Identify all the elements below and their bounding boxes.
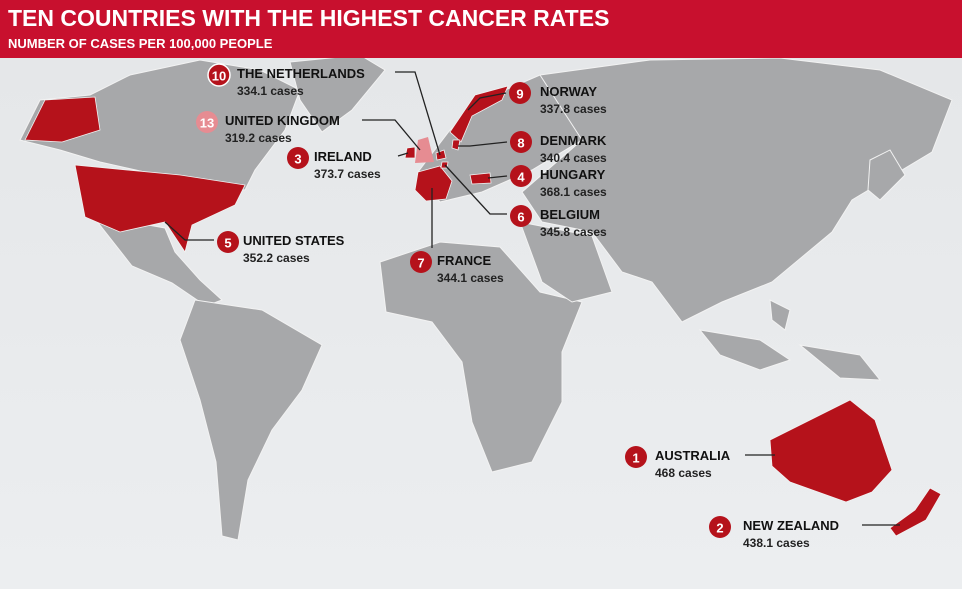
case-count: 319.2 cases: [225, 131, 292, 145]
case-count: 373.7 cases: [314, 167, 381, 181]
rank-number: 2: [716, 521, 723, 536]
country-name: BELGIUM: [540, 207, 600, 222]
country-name: NORWAY: [540, 84, 597, 99]
country-name: THE NETHERLANDS: [237, 66, 365, 81]
leader-line: [397, 152, 409, 157]
leader-line: [487, 175, 508, 179]
country-name: HUNGARY: [540, 167, 606, 182]
case-count: 352.2 cases: [243, 251, 310, 265]
rank-badge: [207, 63, 231, 87]
case-count: 334.1 cases: [237, 84, 304, 98]
leader-line: [467, 92, 507, 111]
country-name: UNITED KINGDOM: [225, 113, 340, 128]
rank-number: 5: [224, 236, 231, 251]
rank-badge: [287, 147, 309, 169]
case-count: 345.8 cases: [540, 225, 607, 239]
rank-number: 3: [294, 152, 301, 167]
rank-number: 8: [517, 136, 524, 151]
leader-line: [444, 164, 507, 215]
rank-badge: [196, 111, 218, 133]
header-bar: [0, 0, 962, 58]
country-name: FRANCE: [437, 253, 491, 268]
case-count: 438.1 cases: [743, 536, 810, 550]
country-name: DENMARK: [540, 133, 607, 148]
country-name: UNITED STATES: [243, 233, 345, 248]
rank-number: 4: [517, 170, 525, 185]
rank-number: 10: [212, 69, 226, 84]
country-name: IRELAND: [314, 149, 372, 164]
case-count: 468 cases: [655, 466, 712, 480]
case-count: 368.1 cases: [540, 185, 607, 199]
leader-line: [164, 221, 214, 241]
case-count: 337.8 cases: [540, 102, 607, 116]
rank-badge: [510, 205, 532, 227]
subtitle: NUMBER OF CASES PER 100,000 PEOPLE: [8, 36, 273, 51]
rank-badge: [709, 516, 731, 538]
rank-number: 1: [632, 451, 639, 466]
country-name: AUSTRALIA: [655, 448, 731, 463]
rank-badge: [217, 231, 239, 253]
rank-number: 6: [517, 210, 524, 225]
rank-badge: [625, 446, 647, 468]
case-count: 344.1 cases: [437, 271, 504, 285]
leader-line: [362, 119, 421, 151]
rank-badge: [510, 165, 532, 187]
rank-badge: [509, 82, 531, 104]
rank-badge: [510, 131, 532, 153]
rank-number: 13: [200, 116, 214, 131]
rank-number: 7: [417, 256, 424, 271]
leader-line: [395, 71, 441, 156]
case-count: 340.4 cases: [540, 151, 607, 165]
rank-number: 9: [516, 87, 523, 102]
leader-line: [458, 141, 508, 147]
title: TEN COUNTRIES WITH THE HIGHEST CANCER RA…: [8, 5, 609, 31]
continents: [19, 54, 953, 541]
rank-badge: [410, 251, 432, 273]
country-name: NEW ZEALAND: [743, 518, 839, 533]
